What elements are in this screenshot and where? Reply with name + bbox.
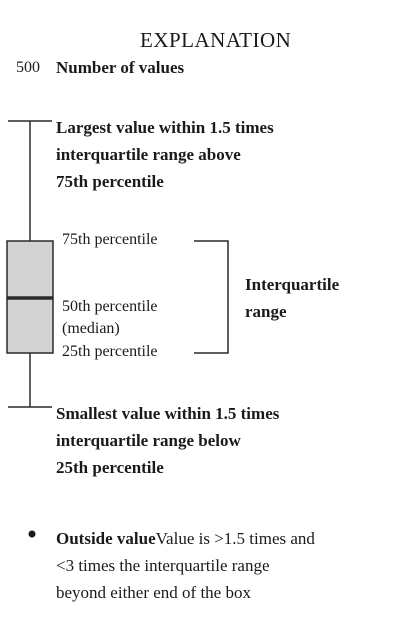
iqr-label: Interquartile range <box>245 271 339 325</box>
lower-whisker-label: Smallest value within 1.5 times interqua… <box>56 400 279 481</box>
lower-whisker-line-2: interquartile range below <box>56 431 241 450</box>
outside-value-label: Outside valueValue is >1.5 times and <3 … <box>56 525 315 606</box>
count-value: 500 <box>16 59 40 76</box>
upper-whisker-label: Largest value within 1.5 times interquar… <box>56 114 274 195</box>
iqr-line-2: range <box>245 302 287 321</box>
upper-whisker-line-2: interquartile range above <box>56 145 241 164</box>
median-line-1: 50th percentile <box>62 298 158 315</box>
p75-label: 75th percentile <box>62 231 158 248</box>
outside-value-desc-3: beyond either end of the box <box>56 583 251 602</box>
lower-whisker-line-1: Smallest value within 1.5 times <box>56 404 280 423</box>
upper-whisker-line-3: 75th percentile <box>56 172 164 191</box>
iqr-bracket <box>194 240 229 354</box>
outside-value-marker <box>28 530 36 538</box>
upper-whisker-line-1: Largest value within 1.5 times <box>56 118 274 137</box>
count-label: Number of values <box>56 58 185 77</box>
outside-value-desc-2: <3 times the interquartile range <box>56 556 270 575</box>
explanation-title: EXPLANATION <box>140 28 292 52</box>
iqr-line-1: Interquartile <box>245 275 340 294</box>
lower-whisker-line-3: 25th percentile <box>56 458 164 477</box>
median-line-2: (median) <box>62 320 120 337</box>
p25-label: 25th percentile <box>62 343 158 360</box>
outside-value-title: Outside value <box>56 529 156 548</box>
outside-value-desc-1: Value is >1.5 times and <box>155 529 315 548</box>
median-label: 50th percentile (median) <box>62 296 158 340</box>
